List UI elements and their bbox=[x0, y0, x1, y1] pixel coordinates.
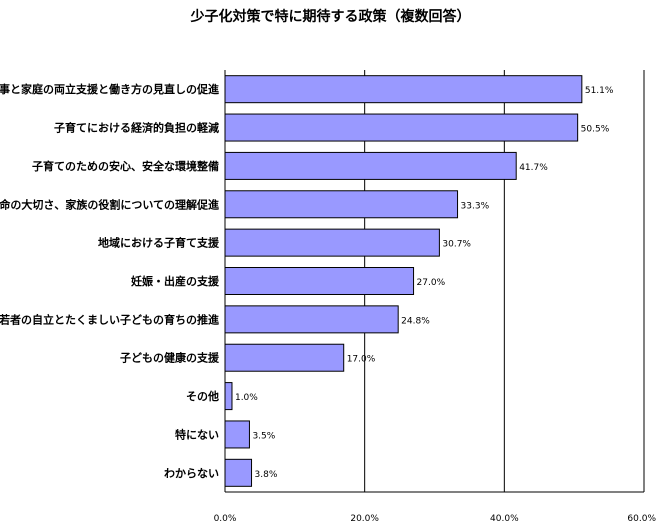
category-label: 特にない bbox=[175, 427, 219, 441]
x-tick-label: 40.0% bbox=[490, 514, 519, 524]
chart-title: 少子化対策で特に期待する政策（複数回答） bbox=[190, 9, 471, 25]
category-label: 妊娠・出産の支援 bbox=[131, 274, 220, 288]
category-label: その他 bbox=[186, 389, 219, 403]
data-label: 1.0% bbox=[235, 393, 258, 403]
x-tick-label: 60.0% bbox=[627, 514, 656, 524]
category-label: 子どもの健康の支援 bbox=[120, 351, 220, 365]
category-label: 地域における子育て支援 bbox=[98, 236, 220, 250]
bar bbox=[224, 343, 345, 372]
data-label: 27.0% bbox=[417, 278, 446, 288]
bar bbox=[224, 228, 440, 257]
bar bbox=[224, 75, 583, 104]
bar bbox=[224, 267, 415, 295]
category-label: 若者の自立とたくましい子どもの育ちの推進 bbox=[0, 312, 220, 326]
category-label: 仕事と家庭の両立支援と働き方の見直しの促進 bbox=[0, 82, 220, 96]
data-label: 24.8% bbox=[401, 316, 430, 326]
x-tick-label: 20.0% bbox=[350, 514, 379, 524]
category-label: 子育てにおける経済的負担の軽減 bbox=[54, 121, 219, 135]
data-label: 3.8% bbox=[255, 470, 278, 480]
bar bbox=[224, 382, 233, 411]
bar bbox=[224, 151, 517, 180]
bar bbox=[224, 420, 250, 449]
bar bbox=[224, 458, 253, 487]
data-label: 17.0% bbox=[347, 355, 376, 365]
data-label: 3.5% bbox=[252, 431, 275, 441]
data-label: 30.7% bbox=[442, 240, 471, 250]
category-label: わからない bbox=[164, 467, 219, 480]
bar bbox=[224, 113, 579, 142]
data-label: 41.7% bbox=[519, 163, 548, 173]
category-label: 子育てのための安心、安全な環境整備 bbox=[32, 159, 219, 173]
data-label: 50.5% bbox=[581, 125, 610, 135]
bar bbox=[224, 190, 459, 219]
data-label: 33.3% bbox=[461, 201, 490, 211]
x-tick-label: 0.0% bbox=[214, 514, 237, 524]
category-label: 生命の大切さ、家族の役割についての理解促進 bbox=[0, 197, 220, 211]
data-label: 51.1% bbox=[585, 86, 614, 96]
bar bbox=[224, 305, 399, 334]
